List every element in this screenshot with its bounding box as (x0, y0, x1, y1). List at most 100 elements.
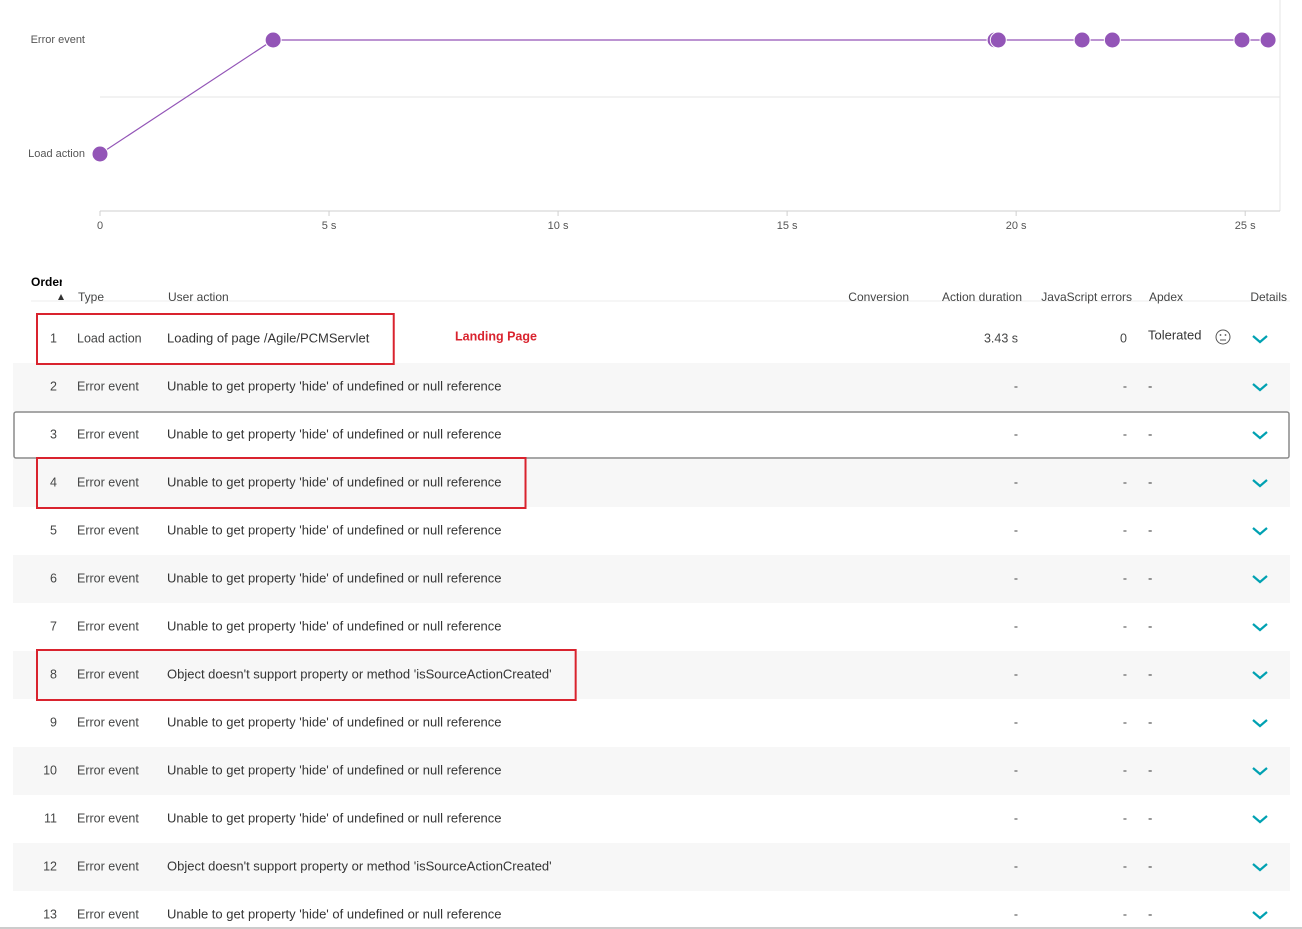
column-header[interactable]: Apdex (1149, 290, 1183, 304)
js-errors-cell: - (1123, 667, 1127, 681)
details-chevron[interactable] (1252, 671, 1268, 680)
js-errors-cell: - (1123, 475, 1127, 489)
order-cell: 5 (50, 523, 57, 537)
icon-eye (1219, 334, 1222, 336)
action-cell[interactable]: Unable to get property 'hide' of undefin… (167, 714, 502, 729)
event-point[interactable] (1259, 31, 1277, 49)
action-cell[interactable]: Unable to get property 'hide' of undefin… (167, 474, 502, 489)
apdex-icon (1215, 329, 1231, 345)
type-cell: Error event (77, 523, 139, 537)
x-tick-label: 0 (97, 220, 103, 232)
event-point[interactable] (1103, 31, 1121, 49)
duration-cell: - (1014, 619, 1018, 633)
js-errors-cell: - (1123, 715, 1127, 729)
action-cell[interactable]: Unable to get property 'hide' of undefin… (167, 570, 502, 585)
duration-cell: - (1014, 571, 1018, 585)
duration-cell: - (1014, 475, 1018, 489)
order-cell: 7 (50, 619, 57, 633)
y-tick-label: Error event (31, 34, 85, 46)
duration-cell: - (1014, 379, 1018, 393)
event-point[interactable] (264, 31, 282, 49)
apdex-cell: - (1148, 474, 1152, 489)
y-tick-label: Load action (28, 148, 85, 160)
column-header[interactable]: Details (1250, 290, 1287, 304)
sort-icon (58, 294, 64, 300)
apdex-cell: - (1148, 426, 1152, 441)
icon-eye (1224, 334, 1227, 336)
details-chevron[interactable] (1252, 719, 1268, 728)
order-cell: 10 (43, 763, 57, 777)
order-cell: 11 (44, 811, 57, 825)
order-cell: 2 (50, 379, 57, 393)
row-background (13, 651, 1290, 699)
order-cell: 8 (50, 667, 57, 681)
details-chevron[interactable] (1252, 623, 1268, 632)
row-background (13, 843, 1290, 891)
apdex-cell: - (1148, 762, 1152, 777)
event-point[interactable] (1233, 31, 1251, 49)
js-errors-cell: - (1123, 523, 1127, 537)
action-cell[interactable]: Object doesn't support property or metho… (167, 858, 552, 873)
details-chevron[interactable] (1252, 911, 1268, 920)
type-cell: Error event (77, 763, 139, 777)
x-tick-label: 5 s (322, 220, 337, 232)
action-cell[interactable]: Unable to get property 'hide' of undefin… (167, 618, 502, 633)
column-header[interactable]: Order (31, 275, 64, 289)
action-cell[interactable]: Object doesn't support property or metho… (167, 666, 552, 681)
duration-cell: - (1014, 667, 1018, 681)
type-cell: Error event (77, 859, 139, 873)
event-line (99, 39, 1269, 155)
apdex-cell: - (1148, 378, 1152, 393)
event-point[interactable] (989, 31, 1007, 49)
duration-cell: - (1014, 523, 1018, 537)
action-cell[interactable]: Unable to get property 'hide' of undefin… (167, 426, 502, 441)
apdex-cell: - (1148, 858, 1152, 873)
column-header[interactable]: JavaScript errors (1041, 290, 1132, 304)
action-cell[interactable]: Unable to get property 'hide' of undefin… (167, 762, 502, 777)
x-tick-label: 15 s (777, 220, 798, 232)
type-cell: Error event (77, 811, 139, 825)
apdex-cell: - (1148, 522, 1152, 537)
action-cell[interactable]: Unable to get property 'hide' of undefin… (167, 522, 502, 537)
column-header[interactable]: Conversion (848, 290, 909, 304)
action-cell[interactable]: Loading of page /Agile/PCMServlet (167, 330, 370, 345)
event-point[interactable] (91, 145, 109, 163)
column-header[interactable]: User action (168, 290, 229, 304)
js-errors-cell: - (1123, 763, 1127, 777)
details-chevron[interactable] (1252, 335, 1268, 344)
apdex-cell: - (1148, 618, 1152, 633)
type-cell: Load action (77, 331, 142, 345)
action-cell[interactable]: Unable to get property 'hide' of undefin… (167, 378, 502, 393)
column-header[interactable]: Type (78, 290, 104, 304)
x-tick-label: 25 s (1235, 220, 1256, 232)
action-cell[interactable]: Unable to get property 'hide' of undefin… (167, 906, 502, 921)
apdex-cell: - (1148, 666, 1152, 681)
js-errors-cell: - (1123, 427, 1127, 441)
details-chevron[interactable] (1252, 431, 1268, 440)
details-chevron[interactable] (1252, 479, 1268, 488)
order-cell: 9 (50, 715, 57, 729)
order-cell: 3 (50, 427, 57, 441)
event-point[interactable] (1073, 31, 1091, 49)
apdex-cell: - (1148, 906, 1152, 921)
details-chevron[interactable] (1252, 527, 1268, 536)
details-chevron[interactable] (1252, 767, 1268, 776)
type-cell: Error event (77, 427, 139, 441)
js-errors-cell: - (1123, 379, 1127, 393)
x-tick-label: 20 s (1006, 220, 1027, 232)
details-chevron[interactable] (1252, 575, 1268, 584)
order-cell: 13 (43, 907, 57, 921)
duration-cell: - (1014, 763, 1018, 777)
details-chevron[interactable] (1252, 815, 1268, 824)
type-cell: Error event (77, 715, 139, 729)
details-chevron[interactable] (1252, 863, 1268, 872)
apdex-cell: Tolerated (1148, 327, 1201, 342)
selected-row[interactable] (13, 411, 1290, 459)
column-header[interactable]: Action duration (942, 290, 1022, 304)
action-cell[interactable]: Unable to get property 'hide' of undefin… (167, 810, 502, 825)
duration-cell: 3.43 s (984, 331, 1018, 345)
js-errors-cell: - (1123, 907, 1127, 921)
details-chevron[interactable] (1252, 383, 1268, 392)
x-tick-label: 10 s (548, 220, 569, 232)
js-errors-cell: - (1123, 811, 1127, 825)
